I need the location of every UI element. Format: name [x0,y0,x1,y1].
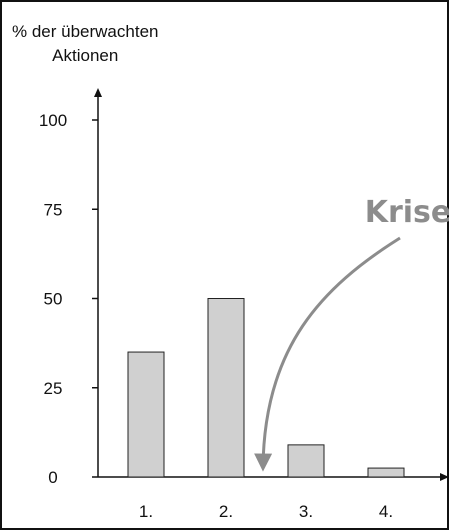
y-tick-label: 100 [39,111,67,130]
y-axis-title-line-2: Aktionen [52,46,119,65]
x-tick-label: 3. [299,502,313,521]
y-tick-label: 75 [44,200,63,219]
x-tick-label: 1. [139,502,153,521]
x-tick-label: 2. [219,502,233,521]
krise-annotation-label: Krise [365,195,449,230]
bar [207,298,245,478]
x-axis-arrowhead [440,473,449,481]
x-tick-label: 4. [379,502,393,521]
y-tick-label: 25 [44,379,63,398]
y-axis-title-line-1: % der überwachten [12,22,159,41]
y-axis-title: % der überwachten Aktionen [12,20,158,68]
bar [127,351,165,478]
y-tick-label: 0 [48,468,57,487]
bar [287,444,325,478]
y-tick-label: 50 [44,290,63,309]
bar [367,467,405,478]
krise-annotation-arrow [254,236,401,472]
y-axis-arrowhead [94,88,102,97]
